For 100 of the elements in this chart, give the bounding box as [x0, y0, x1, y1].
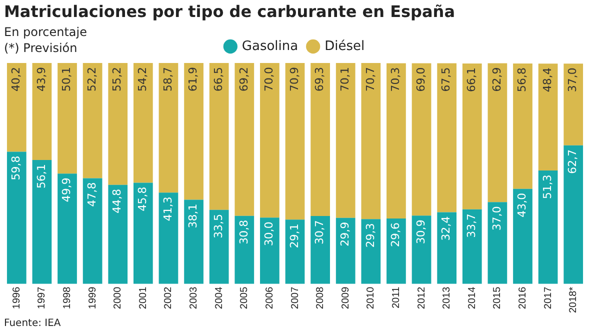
bar: [462, 209, 482, 284]
x-tick-label: 1999: [87, 286, 98, 310]
data-label: 67,5: [440, 67, 453, 92]
x-tick-label: 2008: [315, 286, 326, 310]
bar: [209, 63, 229, 210]
x-tick-label: 2013: [442, 286, 453, 310]
bar: [513, 63, 532, 189]
data-label: 70,1: [338, 67, 352, 92]
x-tick-label: 2004: [214, 286, 225, 310]
bar: [361, 63, 381, 220]
data-label: 70,3: [389, 67, 402, 92]
bar: [184, 200, 204, 284]
bar: [82, 178, 102, 284]
bar: [58, 174, 77, 284]
data-label: 69,2: [237, 67, 250, 92]
data-label: 29,6: [389, 222, 402, 247]
data-label: 69,0: [414, 67, 428, 92]
data-label: 70,9: [288, 67, 301, 92]
data-label: 54,2: [136, 67, 150, 92]
x-tick-label: 2000: [112, 286, 124, 310]
bar: [336, 218, 356, 284]
data-label: 29,1: [288, 224, 301, 248]
bar: [285, 63, 305, 220]
data-label: 62,7: [566, 149, 580, 174]
bar: [260, 63, 280, 218]
data-label: 30,8: [237, 220, 250, 244]
bar: [158, 192, 178, 284]
bar: [260, 218, 280, 284]
chart-subtitle: En porcentaje: [4, 24, 87, 40]
data-label: 43,0: [516, 192, 529, 218]
data-label: 49,9: [60, 178, 74, 202]
bar: [310, 63, 330, 216]
x-tick-label: 2005: [239, 286, 250, 310]
bar: [6, 63, 26, 152]
bar: [184, 63, 204, 200]
x-tick-label: 2006: [264, 286, 276, 310]
data-label: 45,8: [136, 186, 150, 212]
data-label: 38,1: [186, 204, 200, 228]
data-label: 37,0: [490, 206, 504, 231]
data-label: 56,8: [516, 67, 529, 92]
text: (*) Previsión: [4, 40, 78, 56]
bar: [488, 63, 508, 202]
x-tick-label: 2011: [390, 286, 402, 308]
bar: [462, 63, 482, 210]
data-label: 56,1: [34, 164, 48, 188]
x-tick-label: 2014: [466, 286, 478, 310]
data-label: 66,5: [212, 67, 225, 92]
data-label: 55,2: [110, 67, 124, 92]
x-tick-label: 2002: [163, 286, 174, 310]
bar: [437, 63, 457, 212]
bar: [361, 219, 381, 284]
data-label: 43,9: [34, 67, 48, 92]
data-label: 69,3: [313, 67, 326, 92]
bar: [82, 63, 102, 178]
bar: [336, 63, 356, 218]
x-tick-label: 1996: [11, 286, 22, 310]
bar: [310, 216, 330, 284]
data-label: 33,5: [212, 214, 225, 238]
bar: [58, 63, 77, 174]
data-label: 58,7: [161, 67, 174, 92]
legend-label: Gasolina: [242, 38, 298, 54]
data-label: 32,4: [440, 216, 453, 241]
bar: [437, 212, 457, 284]
x-tick-label: 2003: [188, 286, 200, 310]
bar: [412, 63, 432, 216]
data-label: 40,2: [10, 67, 23, 92]
bar: [412, 216, 432, 284]
data-label: 62,9: [490, 67, 504, 92]
data-label: 50,1: [60, 67, 74, 92]
data-label: 66,1: [464, 67, 478, 92]
bar: [32, 160, 52, 284]
bar: [538, 170, 558, 284]
data-label: 47,8: [85, 182, 98, 207]
data-label: 59,8: [10, 156, 23, 180]
data-label: 70,7: [364, 67, 377, 92]
x-tick-label: 1998: [62, 286, 74, 310]
data-label: 44,8: [110, 188, 124, 214]
data-label: 52,2: [85, 67, 98, 92]
data-label: 41,3: [161, 196, 174, 222]
bar: [108, 184, 128, 284]
chart-title: Matriculaciones por tipo de carburante en España: [4, 2, 455, 21]
x-tick-label: 2015: [492, 286, 504, 310]
legend-label: Diésel: [324, 38, 365, 54]
data-label: 48,4: [540, 68, 554, 92]
source-note: Fuente: IEA: [4, 318, 61, 329]
bar: [108, 63, 128, 185]
data-label: 29,9: [338, 222, 352, 246]
x-tick-label: 2001: [138, 286, 149, 310]
bar: [538, 64, 558, 171]
bar: [133, 63, 153, 183]
x-tick-label: 2018*: [568, 286, 580, 314]
data-label: 33,7: [464, 213, 478, 238]
bar: [564, 64, 584, 146]
x-tick-label: 2009: [340, 286, 352, 310]
bar: [488, 202, 508, 284]
data-label: 30,0: [262, 222, 276, 246]
bar: [285, 220, 305, 284]
data-label: 29,3: [364, 223, 377, 248]
bar: [513, 188, 532, 284]
x-tick-label: 1997: [36, 286, 48, 310]
